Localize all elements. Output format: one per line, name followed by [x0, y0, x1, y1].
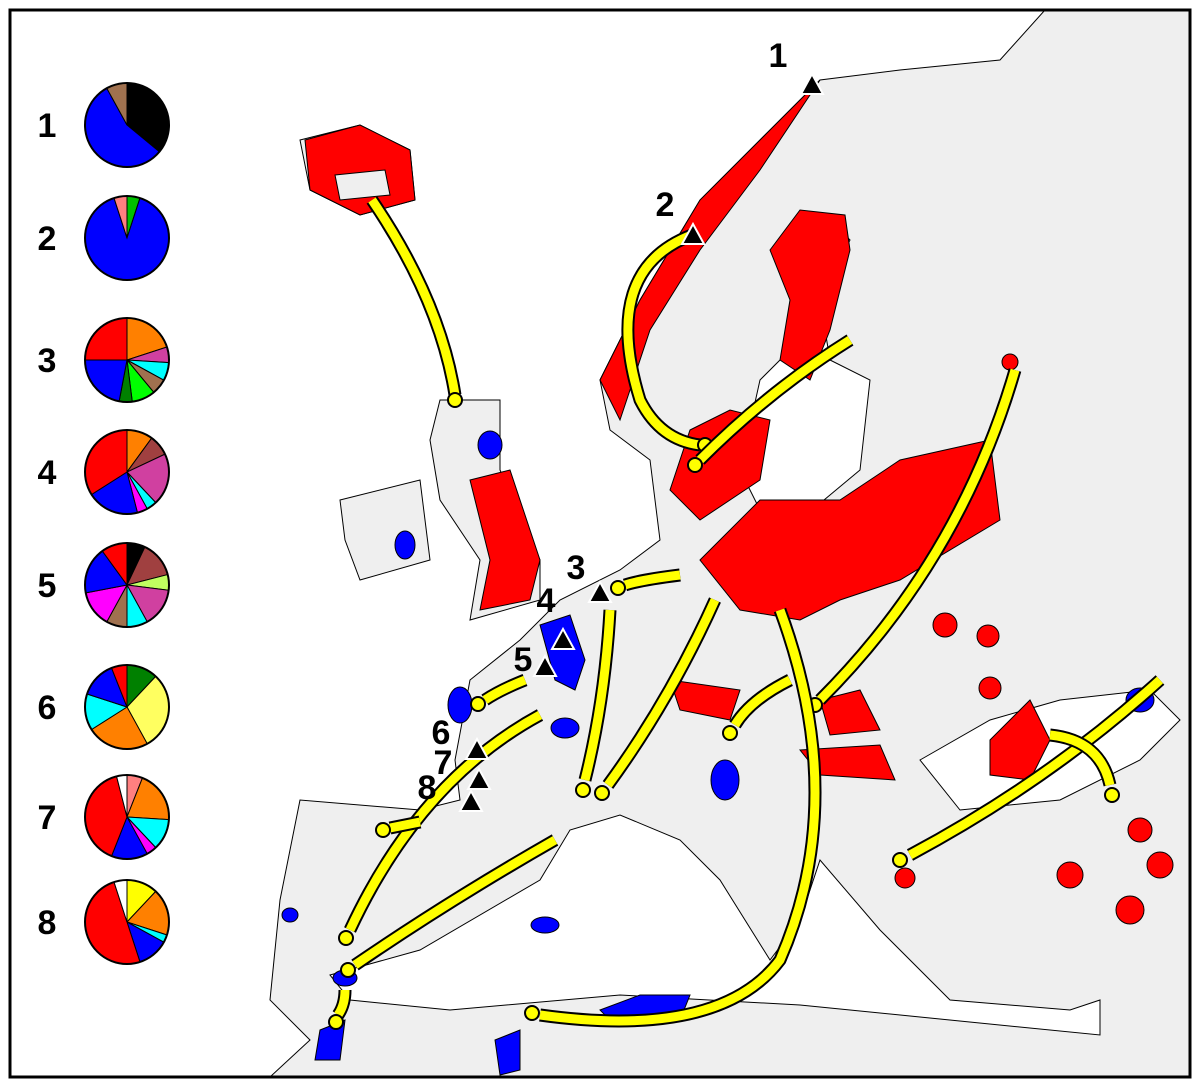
legend: 1 2 3 4 5 6 7 8	[38, 82, 170, 965]
site-label: 7	[434, 744, 453, 782]
red-area	[1001, 353, 1019, 371]
base-map	[9, 9, 1190, 1078]
red-area	[669, 679, 741, 721]
arrow-head	[575, 782, 591, 798]
arrow	[345, 711, 543, 932]
arrow	[482, 675, 527, 704]
pie-outline	[84, 195, 170, 281]
red-area	[1115, 895, 1145, 925]
arrow-head	[340, 962, 356, 978]
site-label: 4	[537, 582, 556, 620]
site-marker	[587, 579, 613, 603]
arrow-head	[594, 785, 610, 801]
site-marker	[458, 788, 484, 812]
arrow-head	[610, 580, 626, 596]
blue-area	[394, 530, 416, 560]
site-marker	[799, 71, 825, 95]
red-area	[819, 689, 881, 736]
pie-outline	[84, 542, 170, 628]
arrow	[604, 598, 720, 788]
arrow-head	[892, 852, 908, 868]
arrow	[334, 989, 350, 1018]
red-area	[304, 124, 416, 216]
arrow	[1049, 730, 1115, 787]
red-area	[1056, 861, 1084, 889]
arrow	[731, 675, 793, 728]
arrow	[539, 608, 820, 1026]
blue-area	[281, 907, 299, 923]
legend-label: 2	[38, 220, 57, 258]
blue-area	[710, 759, 740, 801]
arrow	[907, 676, 1164, 859]
site-label: 5	[514, 641, 533, 679]
site-marker	[466, 766, 492, 790]
arrow	[623, 570, 681, 590]
legend-label: 4	[38, 454, 57, 492]
arrow	[580, 609, 615, 782]
arrow-head	[338, 930, 354, 946]
arrow	[816, 368, 1020, 704]
arrow	[696, 336, 853, 464]
blue-area	[530, 916, 560, 934]
blue-area	[447, 686, 473, 724]
red-area	[769, 209, 851, 381]
pie-outline	[84, 429, 170, 515]
blue-area	[550, 717, 580, 739]
site-label: 3	[567, 549, 586, 587]
red-area	[894, 867, 916, 889]
pie-outline	[84, 774, 170, 860]
arrow-head	[328, 1014, 344, 1030]
site-marker	[680, 221, 706, 245]
red-area	[932, 612, 958, 638]
pie-outline	[84, 82, 170, 168]
arrow-head	[722, 725, 738, 741]
red-area	[469, 469, 541, 611]
legend-label: 8	[38, 904, 57, 942]
legend-label: 3	[38, 342, 57, 380]
site-label: 8	[418, 769, 437, 807]
arrow-head	[375, 822, 391, 838]
red-area	[1146, 851, 1174, 879]
arrow-head	[687, 457, 703, 473]
pie-outline	[84, 317, 170, 403]
red-area	[1127, 817, 1153, 843]
pie-outline	[84, 879, 170, 965]
blue-areas	[281, 430, 1155, 1076]
red-area	[976, 624, 1000, 648]
site-marker	[550, 626, 576, 650]
site-label: 1	[769, 37, 788, 75]
arrow	[352, 836, 558, 969]
frame	[8, 8, 1192, 1079]
legend-label: 1	[38, 107, 57, 145]
pie-outline	[84, 664, 170, 750]
arrow	[623, 230, 701, 450]
red-area	[978, 676, 1002, 700]
blue-area	[494, 1029, 521, 1076]
legend-label: 6	[38, 689, 57, 727]
legend-label: 7	[38, 799, 57, 837]
arrow-head	[470, 696, 486, 712]
red-area	[989, 699, 1051, 781]
red-area	[669, 409, 771, 521]
arrow-head	[524, 1005, 540, 1021]
site-label: 2	[656, 186, 675, 224]
legend-label: 5	[38, 567, 57, 605]
arrow	[368, 197, 460, 396]
site-marker	[464, 736, 490, 760]
arrows	[328, 196, 1165, 1030]
red-areas	[304, 79, 1174, 925]
arrow	[389, 817, 421, 833]
arrow-head	[1104, 787, 1120, 803]
arrow-head	[447, 392, 463, 408]
site-marker	[532, 653, 558, 677]
site-label: 6	[432, 714, 451, 752]
blue-area	[477, 430, 503, 460]
